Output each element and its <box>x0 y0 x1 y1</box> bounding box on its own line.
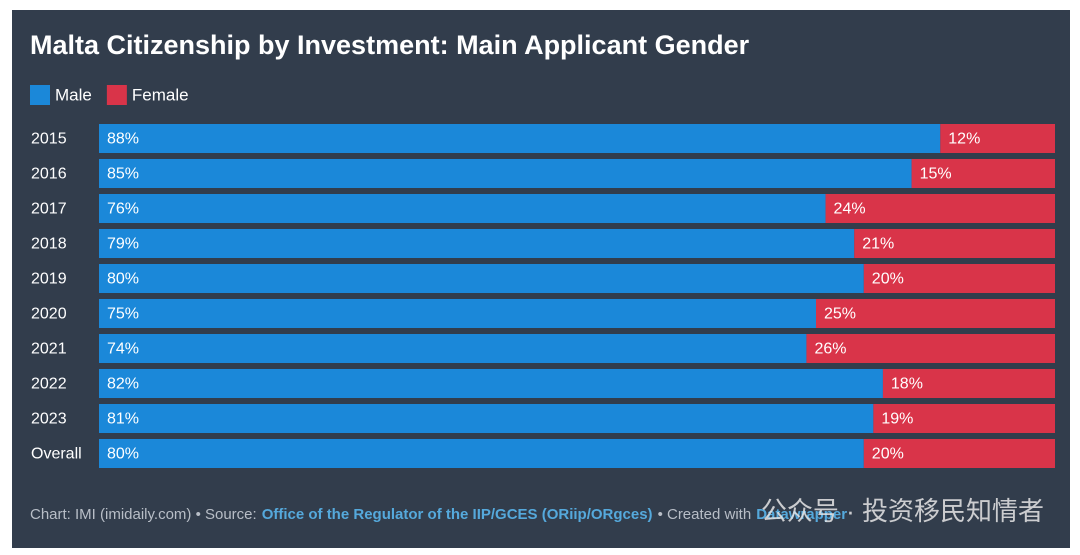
bar-segment <box>99 439 864 468</box>
y-tick-label: 2019 <box>31 271 67 288</box>
y-tick-label: 2023 <box>31 411 67 428</box>
y-tick-label: 2016 <box>31 166 67 183</box>
y-tick-label: Overall <box>31 446 82 463</box>
bar-segment <box>825 194 1055 223</box>
value-label: 88% <box>107 131 139 148</box>
value-label: 20% <box>872 446 904 463</box>
bar-segment <box>806 334 1055 363</box>
legend-label: Female <box>132 85 189 104</box>
legend-swatch <box>106 85 127 105</box>
value-label: 74% <box>107 341 139 358</box>
value-label: 18% <box>891 376 923 393</box>
bar-segment <box>882 369 1055 398</box>
value-label: 24% <box>834 201 866 218</box>
value-label: 19% <box>881 411 913 428</box>
watermark: 公众号 · 投资移民知情者 <box>761 496 1044 526</box>
value-label: 12% <box>948 131 980 148</box>
bar-segment <box>99 229 855 258</box>
credit-created: • Created with <box>658 506 752 523</box>
value-label: 15% <box>920 166 952 183</box>
source-link[interactable]: Office of the Regulator of the IIP/GCES … <box>262 506 653 523</box>
y-tick-label: 2021 <box>31 341 67 358</box>
bar-segment <box>99 194 826 223</box>
bar-segment <box>873 404 1055 433</box>
value-label: 75% <box>107 306 139 323</box>
bar-segment <box>99 299 816 328</box>
value-label: 26% <box>814 341 846 358</box>
credit: Chart: IMI (imidaily.com) • Source: Offic… <box>30 506 847 523</box>
bar-segment <box>816 299 1055 328</box>
value-label: 76% <box>107 201 139 218</box>
bar-segment <box>99 334 807 363</box>
bar-segment <box>940 124 1055 153</box>
value-label: 85% <box>107 166 139 183</box>
credit-prefix: Chart: IMI (imidaily.com) • Source: <box>30 506 257 523</box>
value-label: 80% <box>107 271 139 288</box>
bar-segment <box>863 264 1055 293</box>
bar-segment <box>854 229 1055 258</box>
y-tick-label: 2018 <box>31 236 67 253</box>
legend-label: Male <box>55 85 92 104</box>
bar-segment <box>911 159 1055 188</box>
value-label: 20% <box>872 271 904 288</box>
bar-segment <box>99 159 912 188</box>
chart-title: Malta Citizenship by Investment: Main Ap… <box>30 30 750 60</box>
bar-segment <box>863 439 1055 468</box>
bar-segment <box>99 369 883 398</box>
value-label: 80% <box>107 446 139 463</box>
value-label: 21% <box>862 236 894 253</box>
value-label: 82% <box>107 376 139 393</box>
bar-segment <box>99 264 864 293</box>
y-tick-label: 2015 <box>31 131 67 148</box>
y-tick-label: 2020 <box>31 306 67 323</box>
value-label: 81% <box>107 411 139 428</box>
bar-segment <box>99 404 874 433</box>
tool-link[interactable]: Datawrapper <box>756 506 847 523</box>
legend-swatch <box>30 85 50 105</box>
value-label: 79% <box>107 236 139 253</box>
value-label: 25% <box>824 306 856 323</box>
y-tick-label: 2017 <box>31 201 67 218</box>
bar-segment <box>99 124 941 153</box>
y-tick-label: 2022 <box>31 376 67 393</box>
